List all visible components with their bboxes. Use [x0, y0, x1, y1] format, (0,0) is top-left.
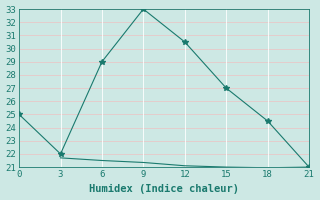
X-axis label: Humidex (Indice chaleur): Humidex (Indice chaleur) [89, 184, 239, 194]
